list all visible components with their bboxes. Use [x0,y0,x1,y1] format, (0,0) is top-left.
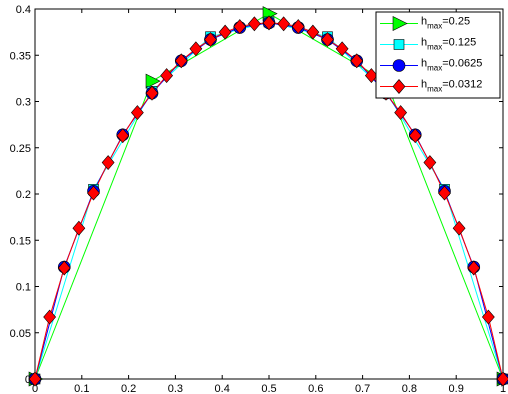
data-point [438,185,451,201]
data-point [28,371,42,387]
legend-label-base: h [421,79,427,91]
data-point [408,128,422,144]
data-point [496,371,508,387]
legend-label-value: =0.25 [442,16,470,28]
legend: hmax=0.25hmax=0.125hmax=0.0625hmax=0.031… [375,11,501,99]
y-tick-label: 0.25 [10,143,31,155]
data-point [233,19,247,35]
x-tick-label: 0.4 [215,383,230,394]
x-tick-label: 0.2 [121,383,136,394]
x-tick-label: 0.1 [74,383,89,394]
legend-label-value: =0.125 [442,37,476,49]
y-tick-label: 0.1 [16,282,31,294]
data-point [350,53,364,69]
data-point [160,68,174,84]
legend-label-3: hmax=0.0312 [421,79,482,94]
y-tick-label: 0.05 [10,328,31,340]
legend-label-1: hmax=0.125 [421,37,476,52]
series-markers [28,6,508,387]
x-tick-label: 0 [32,383,38,394]
data-point [423,155,437,171]
data-point [116,128,130,144]
data-point [57,260,71,276]
legend-marker-1 [393,39,405,50]
data-point [204,32,217,47]
data-point [247,16,261,32]
data-point [174,53,188,69]
data-point [145,85,159,101]
data-point [189,41,203,57]
legend-label-base: h [421,16,427,28]
legend-marker-3 [392,79,406,94]
y-tick-label: 0.3 [16,97,31,109]
x-tick-label: 0.8 [402,383,417,394]
data-point [364,68,378,84]
legend-marker-0 [392,16,408,31]
y-tick-label: 0.35 [10,50,31,62]
legend-label-subscript: max [427,22,442,31]
data-point [218,24,232,40]
y-tick-label: 0 [25,374,31,386]
x-tick-label: 0.7 [355,383,370,394]
legend-label-base: h [421,37,427,49]
data-point [394,105,408,121]
data-point [87,185,100,201]
legend-marker-2 [392,59,406,72]
data-point [335,41,349,57]
data-point [481,309,495,325]
legend-label-subscript: max [427,85,442,94]
legend-label-value: =0.0312 [442,79,482,91]
y-tick-label: 0.4 [16,4,31,16]
x-tick-label: 0.3 [168,383,183,394]
legend-label-0: hmax=0.25 [421,16,470,31]
data-point [321,32,334,47]
data-point [130,105,144,121]
data-point [43,309,57,325]
x-tick-label: 0.6 [308,383,323,394]
x-tick-label: 1 [500,383,506,394]
data-point [467,260,481,276]
data-point [452,220,466,236]
data-point [277,16,291,32]
y-tick-label: 0.2 [16,189,31,201]
legend-label-base: h [421,58,427,70]
x-tick-label: 0.5 [261,383,276,394]
legend-label-2: hmax=0.0625 [421,58,482,73]
data-point [262,15,276,31]
legend-label-subscript: max [427,43,442,52]
y-tick-label: 0.15 [10,235,31,247]
legend-label-value: =0.0625 [442,58,482,70]
data-point [145,73,161,89]
data-point [291,19,305,35]
x-tick-label: 0.9 [449,383,464,394]
data-point [306,24,320,40]
data-point [72,220,86,236]
legend-label-subscript: max [427,64,442,73]
series-markers-3 [28,15,508,387]
data-point [101,155,115,171]
